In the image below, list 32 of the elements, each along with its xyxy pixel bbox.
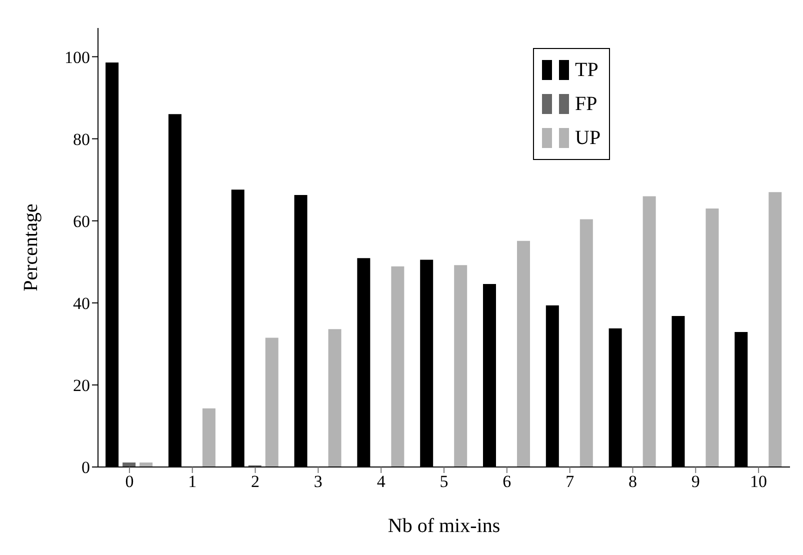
y-tick-label: 60 [73,212,90,231]
legend-label: UP [575,126,601,150]
y-tick-label: 80 [73,130,90,149]
legend-label: FP [575,92,598,116]
legend-label: TP [575,58,598,82]
bar [517,240,530,467]
bar [265,338,278,467]
y-tick-label: 0 [82,458,90,478]
bar [706,208,719,467]
bar [642,196,656,467]
y-tick-label: 100 [64,48,90,67]
x-tick-label: 6 [502,472,512,492]
x-tick-label: 0 [125,472,134,492]
bar [768,192,782,467]
x-tick-label: 9 [691,472,700,492]
x-tick-label: 1 [188,472,197,492]
y-tick-label: 40 [73,294,90,313]
bar [391,266,404,467]
x-tick-label: 5 [440,472,448,492]
y-tick-label: 20 [73,376,90,395]
x-axis-title: Nb of mix-ins [388,515,500,537]
x-tick-label: 7 [566,472,575,492]
bar [328,329,342,467]
x-tick-label: 2 [251,472,260,492]
x-tick-label: 8 [628,472,637,492]
x-tick-label: 3 [314,472,322,492]
bar [202,408,216,467]
bar [454,265,468,467]
bar [580,219,593,467]
x-tick-label: 4 [376,472,386,492]
y-axis-title: Percentage [20,204,42,292]
x-tick-label: 10 [750,472,768,492]
